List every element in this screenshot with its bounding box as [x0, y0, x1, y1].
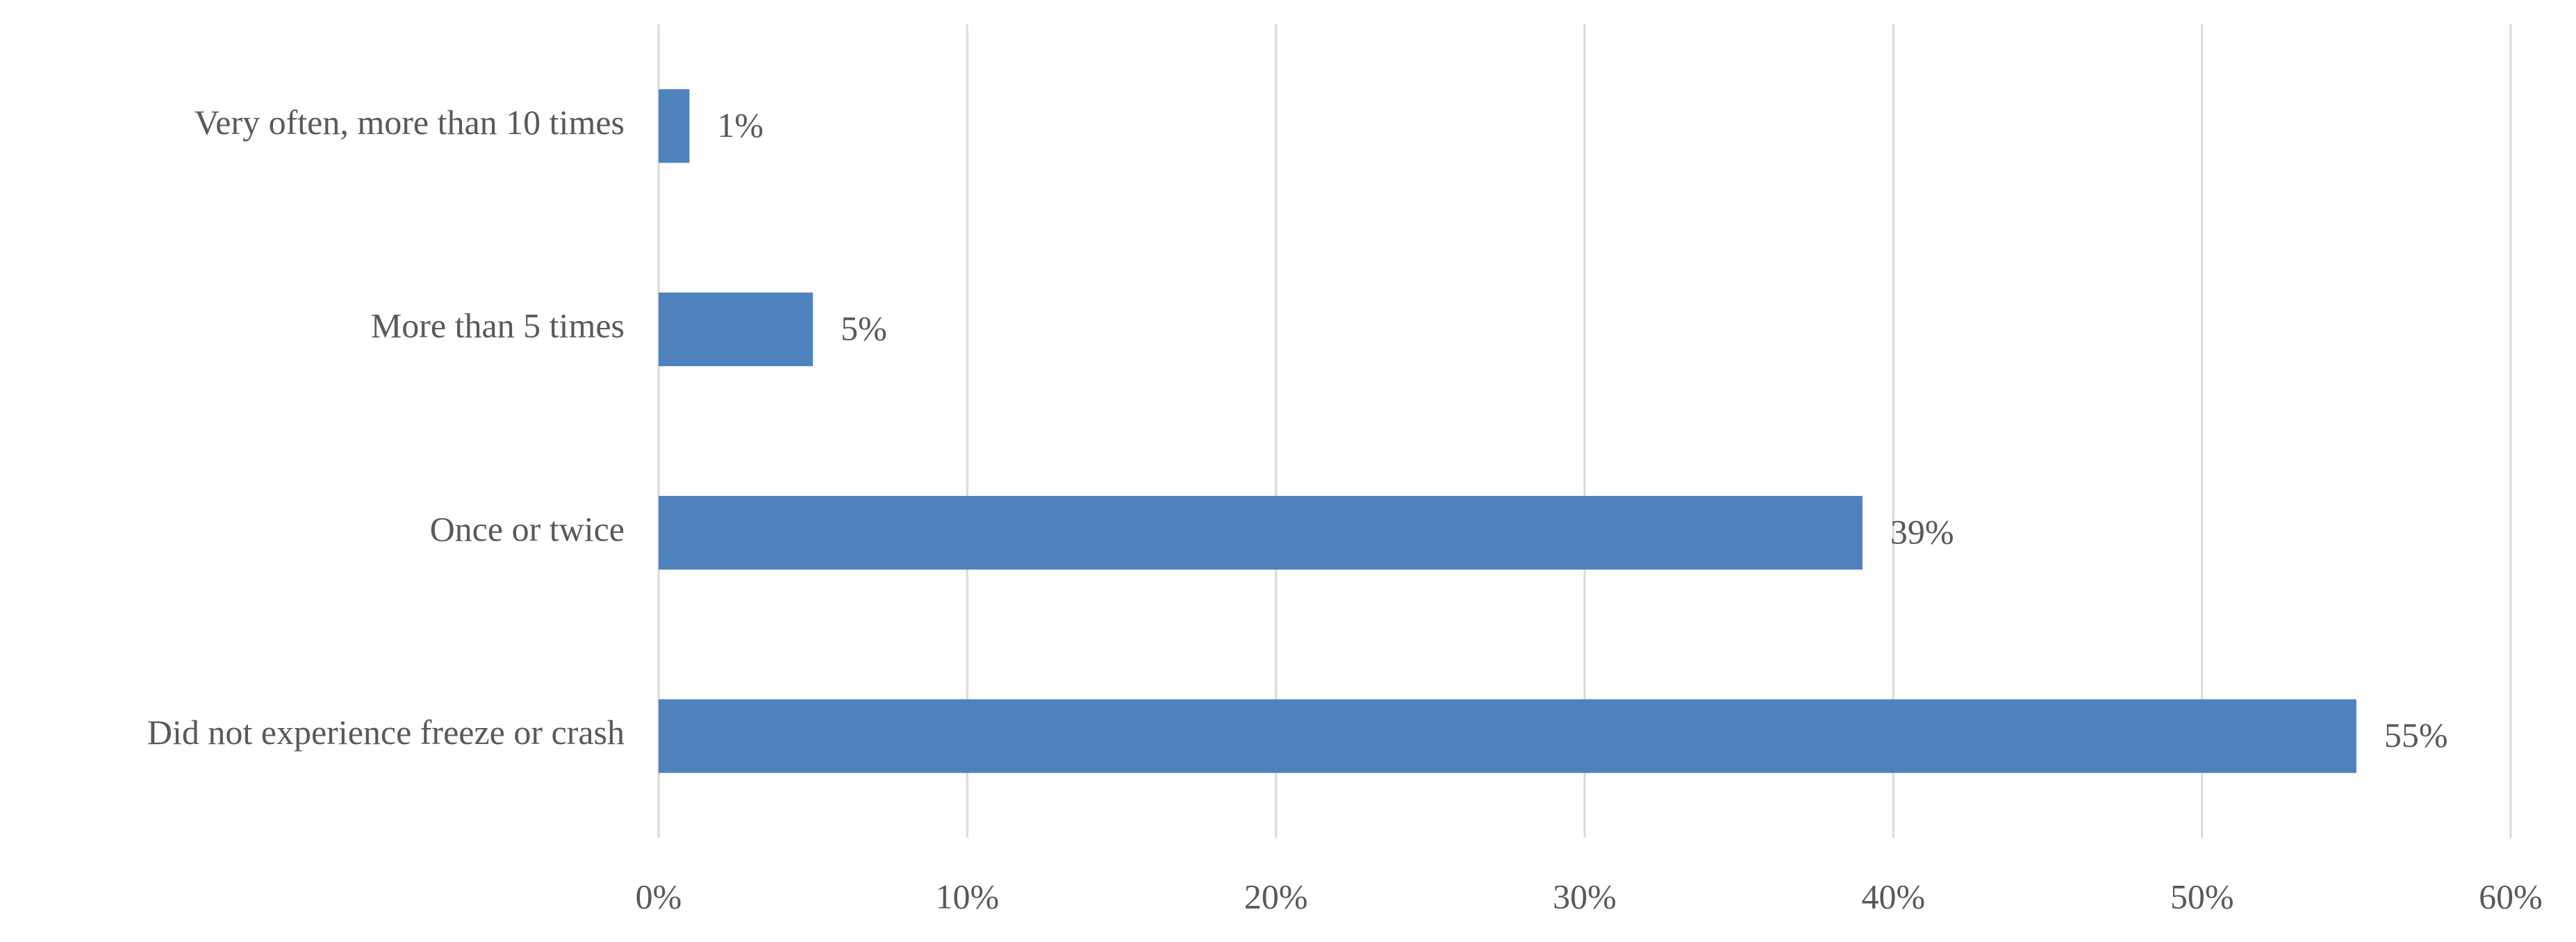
bar	[659, 495, 1863, 570]
x-tick-label: 20%	[1244, 877, 1308, 916]
bar	[659, 699, 2356, 773]
x-tick-label: 60%	[2479, 877, 2543, 916]
category-label: More than 5 times	[371, 306, 625, 345]
x-tick-label: 30%	[1553, 877, 1617, 916]
bar	[659, 292, 814, 367]
data-label: 55%	[2384, 716, 2448, 754]
data-label: 39%	[1890, 512, 1954, 551]
category-label: Very often, more than 10 times	[195, 103, 625, 142]
data-label: 5%	[841, 309, 887, 348]
data-label: 1%	[717, 106, 763, 144]
category-label: Did not experience freeze or crash	[147, 713, 625, 752]
x-tick-label: 50%	[2170, 877, 2234, 916]
x-tick-label: 0%	[636, 877, 682, 916]
category-label: Once or twice	[430, 509, 625, 548]
x-tick-label: 40%	[1862, 877, 1926, 916]
x-tick-label: 10%	[936, 877, 1000, 916]
bar	[659, 89, 690, 163]
